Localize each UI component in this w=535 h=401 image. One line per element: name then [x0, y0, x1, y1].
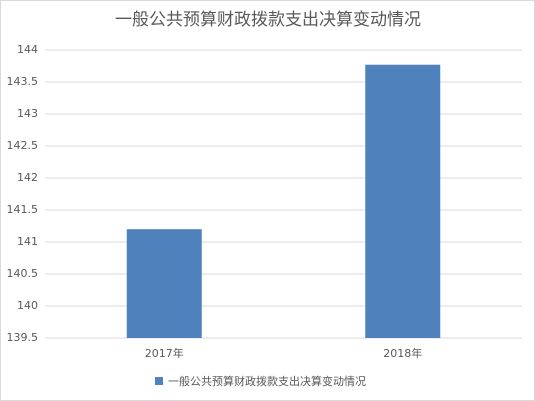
- y-tick-label: 144: [17, 43, 38, 56]
- legend-swatch: [155, 377, 163, 385]
- y-tick-label: 142: [17, 171, 38, 184]
- y-tick-label: 141.5: [7, 203, 39, 216]
- y-tick-label: 143.5: [7, 75, 39, 88]
- y-tick-label: 140: [17, 299, 38, 312]
- y-tick-label: 142.5: [7, 139, 39, 152]
- y-tick-label: 143: [17, 107, 38, 120]
- chart-title: 一般公共预算财政拨款支出决算变动情况: [115, 10, 421, 30]
- legend-label: 一般公共预算财政拨款支出决算变动情况: [168, 374, 366, 388]
- y-tick-label: 141: [17, 235, 38, 248]
- y-tick-label: 140.5: [7, 267, 39, 280]
- bar: [365, 64, 441, 338]
- x-tick-label: 2017年: [145, 346, 184, 360]
- x-tick-label: 2018年: [383, 346, 422, 360]
- bar: [126, 229, 202, 338]
- y-tick-label: 139.5: [7, 331, 39, 344]
